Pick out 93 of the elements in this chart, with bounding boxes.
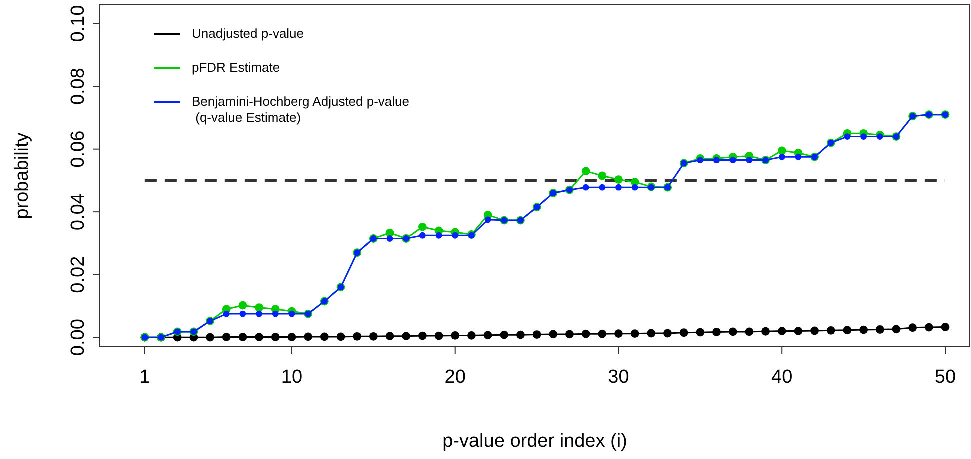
point (598, 172, 607, 180)
y-tick-label: 0.04 (68, 193, 89, 231)
point (632, 184, 638, 191)
point (843, 326, 852, 335)
x-tick-label: 50 (934, 367, 956, 388)
point (924, 323, 934, 332)
point (484, 216, 492, 224)
y-tick-label: 0.00 (68, 319, 89, 356)
point (566, 330, 574, 339)
point (386, 332, 394, 341)
point (436, 232, 442, 239)
point (680, 328, 688, 338)
point (418, 332, 427, 340)
point (860, 326, 868, 334)
point (745, 328, 754, 336)
point (826, 326, 836, 335)
point (697, 157, 704, 164)
x-tick-label: 30 (608, 367, 630, 388)
point (255, 304, 264, 312)
point (941, 323, 950, 332)
x-tick-label: 1 (140, 367, 150, 388)
point (778, 146, 786, 156)
point (582, 167, 590, 176)
point (892, 325, 901, 334)
point (451, 332, 460, 340)
point (614, 330, 623, 338)
point (582, 184, 590, 191)
point (844, 134, 851, 140)
point (876, 326, 884, 334)
point (728, 328, 738, 336)
point (664, 329, 672, 338)
point (549, 330, 558, 339)
point (730, 157, 736, 164)
point (353, 332, 362, 341)
y-tick-label: 0.10 (68, 5, 89, 42)
point (500, 330, 509, 340)
point (778, 327, 786, 336)
legend-label: pFDR Estimate (192, 60, 280, 75)
point (762, 327, 770, 336)
point (746, 157, 753, 164)
point (794, 327, 803, 336)
point (320, 332, 329, 342)
y-axis-title: probability (12, 132, 33, 220)
point (467, 332, 476, 340)
point (386, 236, 394, 242)
point (599, 184, 606, 191)
legend-label: Benjamini-Hochberg Adjusted p-value (q-value Estimate) (192, 94, 410, 125)
y-tick-label: 0.02 (68, 256, 89, 294)
point (240, 310, 246, 318)
point (271, 333, 280, 342)
point (860, 134, 868, 140)
point (402, 332, 411, 341)
x-tick-label: 20 (444, 367, 466, 388)
point (810, 326, 819, 336)
point (222, 333, 231, 342)
point (532, 330, 542, 339)
point (484, 331, 492, 340)
point (876, 134, 884, 140)
point (516, 330, 525, 340)
point (304, 332, 313, 342)
point (647, 329, 656, 338)
y-tick-label: 0.06 (68, 130, 89, 168)
point (696, 328, 705, 337)
point (778, 154, 786, 160)
point (223, 310, 230, 318)
point (206, 333, 214, 342)
point (452, 232, 459, 239)
x-tick-label: 10 (281, 367, 303, 388)
point (582, 330, 590, 338)
x-axis-title: p-value order index (i) (442, 431, 628, 452)
point (238, 333, 248, 342)
point (712, 328, 721, 336)
point (369, 332, 378, 341)
point (630, 330, 640, 338)
point (598, 330, 607, 338)
point (616, 184, 622, 191)
point (434, 332, 444, 340)
point (614, 176, 623, 184)
point (336, 332, 346, 342)
point (419, 232, 426, 239)
point (256, 310, 262, 318)
point (714, 157, 720, 164)
point (255, 333, 264, 342)
point (238, 301, 248, 310)
point (288, 333, 296, 342)
point (418, 222, 427, 232)
point (908, 324, 918, 332)
point (272, 310, 279, 318)
point (288, 310, 296, 318)
point (795, 154, 802, 160)
x-tick-label: 40 (772, 367, 793, 388)
legend-label: Unadjusted p-value (192, 26, 304, 41)
y-tick-label: 0.08 (68, 68, 89, 106)
